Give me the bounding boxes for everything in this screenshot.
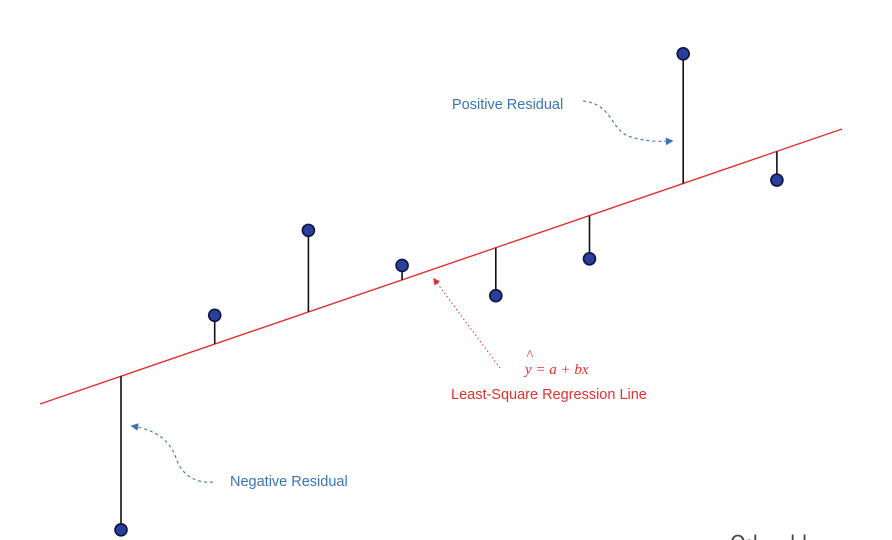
data-point-6 (582, 251, 597, 266)
negative-residual-arrow (130, 423, 214, 483)
data-point-3 (301, 223, 316, 238)
positive-residual-arrow (582, 100, 674, 146)
positive-residual-label: Positive Residual (452, 97, 563, 113)
regression-equation: y = a + bx (523, 362, 589, 378)
equation-hat: ^ (526, 348, 534, 364)
data-point-4 (395, 258, 409, 273)
data-point-5 (488, 288, 503, 303)
data-point-8 (770, 173, 784, 187)
negative-residual-label: Negative Residual (230, 474, 348, 490)
data-points (114, 47, 784, 537)
regression-line (39, 128, 843, 405)
watermark: Q:l ... l l (730, 531, 807, 540)
data-point-1 (114, 523, 128, 537)
regression-line-label: Least-Square Regression Line (451, 387, 647, 403)
regression-line-arrow (433, 277, 501, 369)
data-point-7 (676, 47, 691, 61)
data-point-2 (207, 308, 222, 323)
residual-lines (120, 53, 778, 530)
